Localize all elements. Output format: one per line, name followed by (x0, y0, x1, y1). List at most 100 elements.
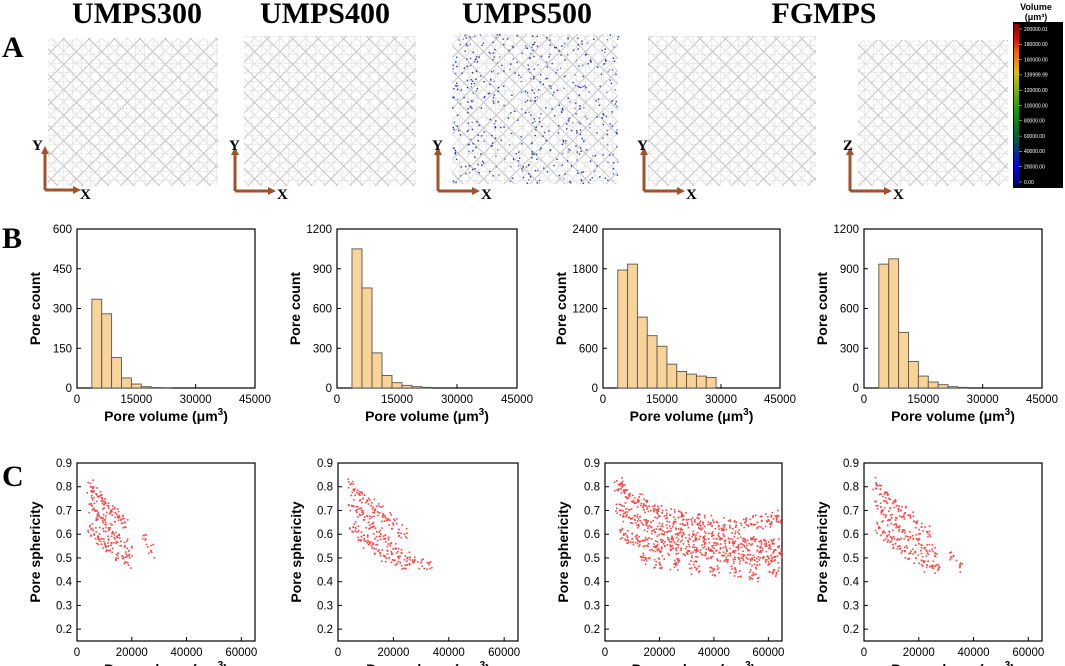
pore-dot (514, 110, 516, 113)
scatter-point (107, 538, 110, 540)
scatter-point (675, 547, 678, 550)
scan-fgmps-side (858, 40, 1008, 186)
scatter-point (711, 525, 713, 528)
scatter-point (907, 558, 909, 560)
pore-dot (580, 171, 583, 174)
scatter-point (742, 543, 744, 546)
scatter-point (92, 490, 95, 492)
x-tick-label: 15000 (907, 394, 939, 406)
scatter-point (361, 492, 364, 495)
scatter-point (109, 549, 112, 552)
scatter-point (745, 557, 748, 559)
scatter-point (395, 552, 398, 554)
pore-dot (572, 81, 574, 84)
pore-dot (579, 133, 582, 136)
scatter-point (750, 524, 753, 526)
scatter-point (714, 542, 717, 544)
scatter-point (660, 528, 662, 531)
scatter-point (685, 518, 688, 521)
scatter-point (722, 533, 725, 536)
scatter-point (662, 539, 664, 541)
scatter-point (737, 545, 740, 548)
pore-dot (546, 37, 548, 39)
scatter-point (639, 540, 642, 543)
scatter-point (766, 555, 769, 557)
pore-dot (604, 177, 607, 180)
pore-dot (606, 133, 609, 136)
y-tick-label: 0.6 (317, 529, 333, 541)
scatter-point (723, 523, 726, 526)
pore-dot (493, 122, 496, 125)
scatter-point (111, 547, 114, 550)
scatter-point (915, 526, 917, 529)
pore-dot (583, 140, 585, 142)
scatter-point (777, 538, 780, 540)
scatter-point (92, 479, 95, 482)
scatter-point (370, 526, 372, 529)
scatter-point (99, 491, 102, 493)
scatter-point (622, 515, 625, 517)
scatter-point (751, 538, 754, 541)
scatter-point (682, 543, 685, 545)
pore-dot (563, 42, 566, 45)
scatter-point (932, 564, 934, 567)
scatter-point (413, 556, 416, 559)
scatter-point (376, 539, 379, 542)
pore-dot (568, 117, 570, 120)
scatter-point (389, 512, 392, 514)
scatter-point (679, 528, 682, 531)
pore-dot (471, 121, 473, 124)
pore-dot (612, 153, 614, 156)
y-tick-label: 900 (840, 264, 859, 276)
scatter-point (347, 480, 350, 483)
panel-label-b: B (2, 222, 22, 255)
scatter-point (672, 523, 675, 526)
scatter-point (709, 523, 712, 525)
scatter-point (349, 528, 351, 530)
pore-dot (581, 64, 584, 66)
scatter-point (888, 510, 890, 512)
pore-dot (528, 179, 530, 181)
x-tick-label: 0 (74, 647, 80, 659)
pore-dot (601, 117, 604, 119)
scatter-point (933, 554, 936, 557)
scatter-point (907, 539, 910, 542)
scatter-point (358, 493, 361, 496)
scatter-point (638, 545, 640, 548)
pore-dot (545, 78, 547, 80)
pore-dot (533, 68, 536, 70)
plot-frame (76, 462, 256, 642)
scatter-point (102, 517, 105, 520)
title-fgmps: FGMPS (772, 0, 877, 30)
pore-dot (455, 82, 458, 84)
scatter-point (656, 535, 659, 537)
scatter-point (646, 530, 649, 533)
pore-dot (499, 34, 501, 36)
scatter-point (758, 563, 761, 566)
scatter-point (724, 558, 727, 561)
scatter-point (904, 511, 906, 514)
scatter-point (387, 517, 389, 520)
scatter-point (751, 523, 753, 525)
scatter-point (735, 524, 738, 526)
scatter-point (651, 530, 653, 532)
scatter-point (897, 526, 900, 528)
scatter-point (647, 557, 650, 560)
pore-dot (540, 113, 542, 115)
scatter-point (97, 543, 100, 546)
scatter-point (777, 546, 779, 548)
scatter-point (643, 503, 645, 506)
x-tick-label: 15000 (120, 394, 152, 406)
y-tick-label: 300 (313, 343, 332, 355)
scatter-point (103, 507, 105, 509)
pore-dot (539, 73, 542, 76)
scatter-point (932, 550, 934, 553)
scatter-point (768, 557, 770, 560)
pore-dot (566, 160, 569, 162)
pore-dot (609, 79, 611, 81)
pore-dot (465, 165, 467, 168)
scatter-point (733, 520, 736, 522)
pore-dot (456, 98, 459, 101)
scatter-point (152, 543, 155, 546)
pore-dot (601, 49, 603, 52)
